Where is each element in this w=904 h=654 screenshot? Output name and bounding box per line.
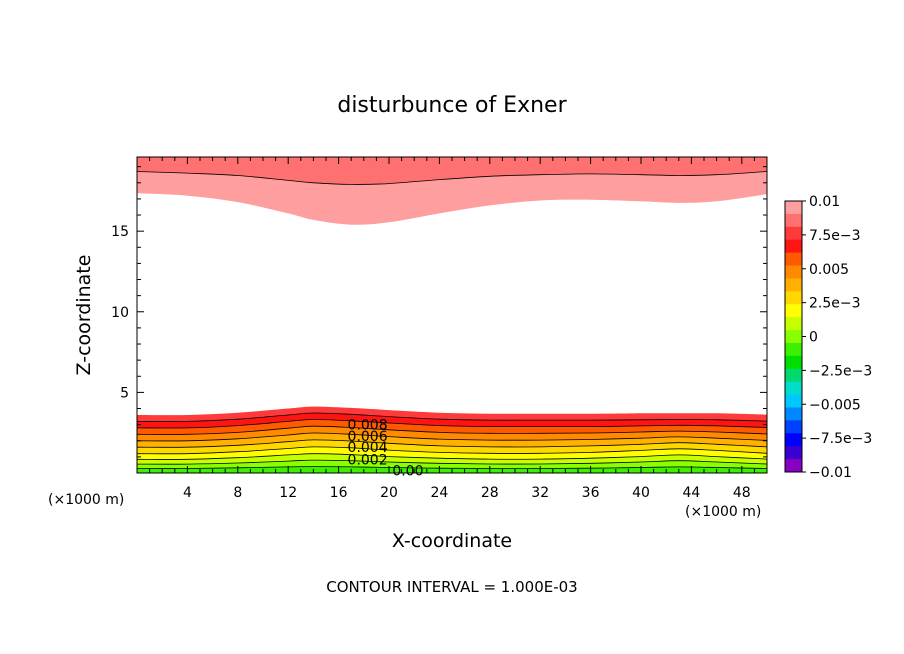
colorbar-tick-label: −0.005 [809, 397, 861, 413]
contour-band [137, 406, 767, 422]
x-tick-label: 16 [330, 485, 348, 501]
contour-line [137, 432, 767, 442]
y-tick-label: 10 [111, 305, 129, 321]
contour-band [137, 419, 767, 435]
x-unit-label-left: (×1000 m) [48, 492, 124, 508]
x-axis-label: X-coordinate [392, 530, 512, 552]
colorbar-swatch [785, 381, 802, 396]
colorbar-tick-label: 2.5e−3 [809, 296, 861, 312]
contour-band [137, 412, 767, 429]
y-axis-ticks: 5 10 15 [111, 166, 767, 458]
colorbar-swatch [785, 355, 802, 370]
chart-title: disturbunce of Exner [337, 93, 567, 118]
colorbar-swatch [785, 368, 802, 383]
colorbar-swatch [785, 420, 802, 434]
contour-line [137, 439, 767, 448]
contour-band [137, 157, 767, 185]
x-tick-label: 44 [682, 485, 700, 501]
contour-band [137, 426, 767, 441]
colorbar-tick-label: 0 [809, 330, 818, 346]
contour-band [137, 171, 767, 225]
colorbar-tick-label: −7.5e−3 [809, 431, 872, 447]
contour-line [137, 425, 767, 435]
y-tick-label: 15 [111, 224, 129, 240]
contour-line [137, 412, 767, 422]
contour-band [137, 432, 767, 448]
colorbar-swatch [785, 433, 802, 447]
x-tick-label: 24 [430, 485, 448, 501]
colorbar-tick-label: 0.005 [809, 262, 849, 278]
colorbar-swatch [785, 265, 802, 279]
x-tick-label: 12 [279, 485, 297, 501]
y-axis-label: Z-coordinate [73, 255, 95, 376]
colorbar-swatch [785, 446, 802, 460]
colorbar-swatch [785, 394, 802, 408]
colorbar-swatch [785, 317, 802, 331]
x-unit-label-right: (×1000 m) [685, 504, 761, 520]
contour-line [137, 459, 767, 465]
contour-line [137, 171, 767, 185]
x-tick-label: 40 [632, 485, 650, 501]
x-tick-label: 32 [531, 485, 549, 501]
colorbar-swatch [785, 201, 802, 215]
colorbar-swatch [785, 330, 802, 344]
colorbar-tick-label: −2.5e−3 [809, 363, 872, 379]
colorbar-swatch [785, 213, 802, 228]
contour-band [137, 453, 767, 465]
colorbar-swatch [785, 407, 802, 421]
contour-label: 0.008 [348, 418, 388, 434]
contour-interval-note: CONTOUR INTERVAL = 1.000E-03 [326, 578, 577, 596]
contour-label: 0.006 [348, 429, 388, 445]
x-tick-label: 4 [183, 485, 192, 501]
contour-bands [137, 157, 767, 473]
colorbar-tick-label: 7.5e−3 [809, 228, 861, 244]
contour-band [137, 439, 767, 454]
x-tick-label: 48 [733, 485, 751, 501]
contour-line [137, 419, 767, 429]
colorbar-swatch [785, 459, 802, 473]
contour-lines [137, 171, 767, 469]
colorbar: 0.01 7.5e−3 0.005 2.5e−3 0 −2.5e−3 −0.005 −7.5e… [784, 194, 872, 481]
colorbar-swatch [785, 304, 802, 318]
colorbar-swatch [785, 239, 802, 254]
x-tick-label: 28 [481, 485, 499, 501]
x-tick-label: 20 [380, 485, 398, 501]
contour-line [137, 446, 767, 455]
x-axis-ticks: 4 8 12 16 20 24 28 32 36 40 44 48 [149, 157, 755, 501]
colorbar-swatch [785, 342, 802, 357]
colorbar-tick-label: −0.01 [809, 465, 852, 481]
contour-label: 0.004 [348, 440, 388, 456]
y-tick-label: 5 [120, 385, 129, 401]
colorbar-tick-label: 0.01 [809, 194, 840, 210]
colorbar-swatch [785, 291, 802, 305]
contour-band [137, 446, 767, 460]
contour-line [137, 453, 767, 460]
x-tick-label: 36 [582, 485, 600, 501]
contour-label: 0.00 [392, 464, 423, 480]
colorbar-swatch [785, 226, 802, 241]
x-tick-label: 8 [233, 485, 242, 501]
colorbar-swatch [785, 252, 802, 267]
colorbar-swatch [785, 278, 802, 292]
contour-label: 0.002 [348, 452, 388, 468]
